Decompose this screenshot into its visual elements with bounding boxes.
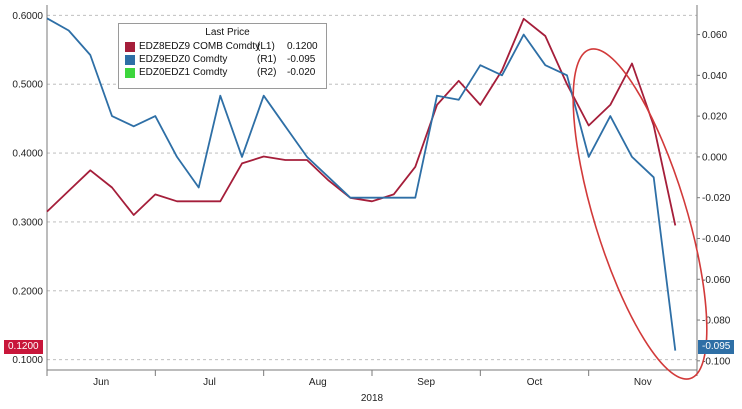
x-tick-label: Nov [634,377,652,388]
x-axis-year: 2018 [361,393,384,404]
right-tick-label: -0.020 [702,193,731,204]
right-tick-label: -0.080 [702,316,731,327]
legend-entry: EDZ0EDZ1 Comdty (R2) -0.020 [119,66,326,79]
legend-swatch [125,67,135,78]
x-tick-label: Jun [93,377,109,388]
series-layer [46,17,677,351]
legend-entry-value: 0.1200 [287,41,318,52]
legend-entry: EDZ9EDZ0 Comdty (R1) -0.095 [119,53,326,66]
legend-entry-name: EDZ8EDZ9 COMB Comdty [139,41,261,52]
legend-entry-value: -0.020 [287,67,316,78]
legend-entry-axis: (R2) [257,67,277,78]
left-tick-label: 0.3000 [12,217,43,228]
legend-entry-name: EDZ0EDZ1 Comdty [139,67,228,78]
highlight-ellipse [572,48,708,380]
legend-entry-axis: (L1) [257,41,275,52]
right-last-value-badge: -0.095 [698,340,735,354]
right-tick-label: 0.000 [702,152,727,163]
legend: Last Price EDZ8EDZ9 COMB Comdty (L1) 0.1… [118,23,327,89]
right-tick-label: 0.020 [702,112,727,123]
right-tick-label: 0.060 [702,30,727,41]
x-axis: Jun Jul Aug Sep Oct Nov [46,370,698,388]
x-tick-label: Aug [309,377,327,388]
left-last-value-badge: 0.1200 [4,340,43,354]
x-tick-label: Sep [417,377,435,388]
legend-entry: EDZ8EDZ9 COMB Comdty (L1) 0.1200 [119,40,326,53]
left-tick-label: 0.5000 [12,80,43,91]
right-tick-label: -0.100 [702,356,731,367]
left-tick-label: 0.2000 [12,286,43,297]
legend-title: Last Price [205,27,250,38]
right-tick-label: -0.060 [702,275,731,286]
series-line-2 [46,17,677,351]
legend-entry-value: -0.095 [287,54,316,65]
legend-swatch [125,54,135,65]
x-tick-label: Oct [527,377,543,388]
left-tick-label: 0.1000 [12,355,43,366]
left-axis: 0.6000 0.5000 0.4000 0.3000 0.2000 0.1000 [12,11,43,366]
right-tick-label: -0.040 [702,234,731,245]
legend-entry-axis: (R1) [257,54,277,65]
right-axis: 0.060 0.040 0.020 0.000 -0.020 -0.040 -0.060 -0… [697,30,731,367]
right-tick-label: 0.040 [702,71,727,82]
left-tick-label: 0.4000 [12,149,43,160]
left-tick-label: 0.6000 [12,11,43,22]
legend-entry-name: EDZ9EDZ0 Comdty [139,54,228,65]
legend-swatch [125,41,135,52]
x-tick-label: Jul [203,377,216,388]
